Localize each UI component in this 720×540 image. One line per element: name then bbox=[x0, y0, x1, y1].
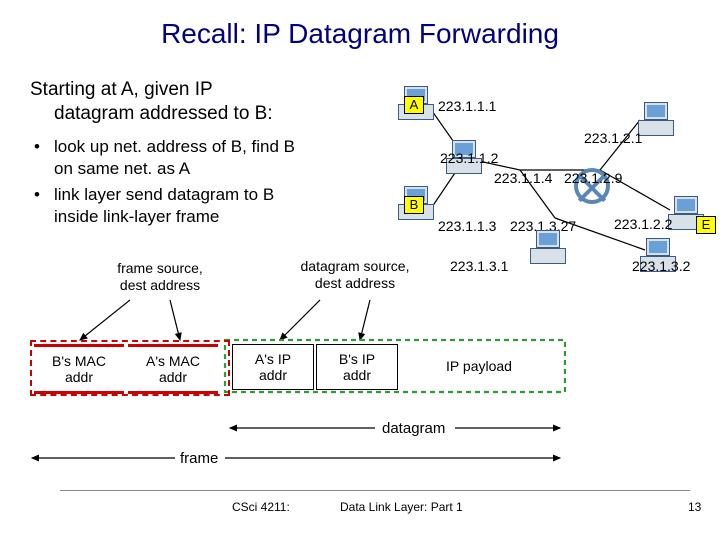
bullet1-line1: look up net. address of B, find B bbox=[54, 136, 295, 158]
ip-d: 223.1.1.4 bbox=[494, 170, 552, 186]
anno2-l1: datagram source, bbox=[301, 258, 410, 274]
pc-bottom1-icon bbox=[530, 230, 568, 268]
cell-bmac-l2: addr bbox=[65, 369, 93, 385]
cell-amac: A's MACaddr bbox=[128, 344, 218, 394]
footer-rule bbox=[60, 490, 690, 491]
ip-g: 223.1.2.2 bbox=[614, 216, 672, 232]
intro-line2: datagram addressed to B: bbox=[54, 102, 273, 127]
anno-frame-src: frame source, dest address bbox=[100, 260, 220, 294]
cell-bip-l2: addr bbox=[343, 367, 371, 383]
footer-left: CSci 4211: bbox=[232, 500, 290, 514]
cell-payload-text: IP payload bbox=[446, 358, 512, 374]
cell-aip: A's IPaddr bbox=[232, 344, 314, 390]
cell-amac-l2: addr bbox=[159, 369, 187, 385]
bullet2-line1: link layer send datagram to B bbox=[54, 184, 274, 206]
node-e-label: E bbox=[696, 216, 716, 234]
cell-aip-l2: addr bbox=[259, 367, 287, 383]
node-b-label: B bbox=[404, 196, 424, 214]
ip-e: 223.1.2.1 bbox=[584, 130, 642, 146]
cell-bmac-l1: B's MAC bbox=[52, 353, 106, 369]
cell-bip-l1: B's IP bbox=[339, 351, 375, 367]
anno1-l1: frame source, bbox=[117, 260, 203, 276]
frame-label: frame bbox=[180, 450, 218, 467]
bullet2-line2: inside link-layer frame bbox=[54, 206, 219, 228]
footer-mid: Data Link Layer: Part 1 bbox=[340, 500, 463, 514]
ip-i: 223.1.3.1 bbox=[450, 258, 508, 274]
cell-aip-l1: A's IP bbox=[255, 351, 291, 367]
cell-payload: IP payload bbox=[400, 344, 558, 388]
anno2-l2: dest address bbox=[315, 275, 395, 291]
ip-j: 223.1.3.2 bbox=[632, 258, 690, 274]
pc-e-top-icon bbox=[638, 102, 676, 140]
bullet-dot-2: • bbox=[34, 184, 40, 206]
cell-bip: B's IPaddr bbox=[316, 344, 398, 390]
node-a-label: A bbox=[404, 96, 424, 114]
bullet-dot-1: • bbox=[34, 136, 40, 158]
ip-b: 223.1.1.2 bbox=[440, 150, 498, 166]
footer-page: 13 bbox=[688, 500, 701, 514]
intro-line1: Starting at A, given IP bbox=[30, 78, 213, 103]
cell-amac-l1: A's MAC bbox=[146, 353, 200, 369]
cell-bmac: B's MACaddr bbox=[34, 344, 124, 394]
anno-dgram-src: datagram source, dest address bbox=[280, 258, 430, 292]
anno1-l2: dest address bbox=[120, 277, 200, 293]
ip-f: 223.1.2.9 bbox=[564, 170, 622, 186]
datagram-label: datagram bbox=[382, 420, 445, 437]
ip-c: 223.1.1.3 bbox=[438, 218, 496, 234]
slide-title: Recall: IP Datagram Forwarding bbox=[0, 18, 720, 50]
bullet1-line2: on same net. as A bbox=[54, 158, 190, 180]
ip-a: 223.1.1.1 bbox=[438, 98, 496, 114]
